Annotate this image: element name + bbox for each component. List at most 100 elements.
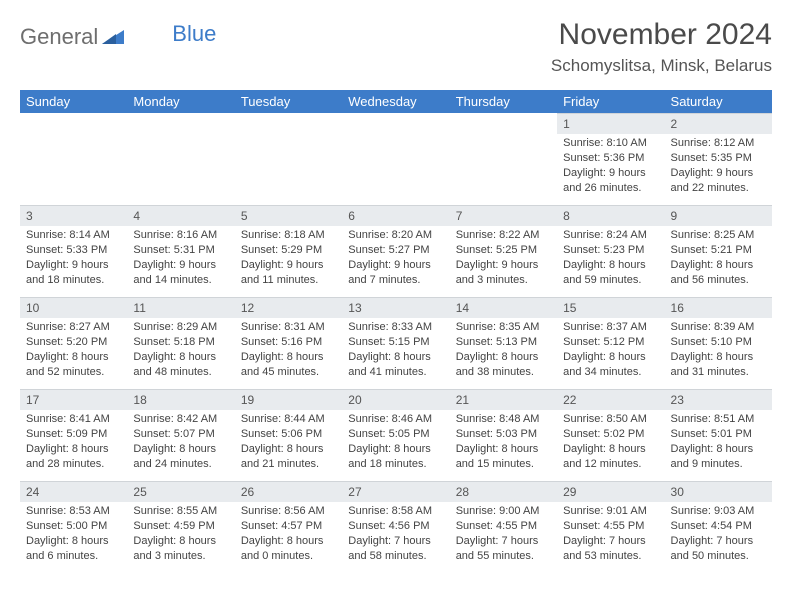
- day-details: Sunrise: 8:48 AMSunset: 5:03 PMDaylight:…: [450, 410, 557, 475]
- day-number: 10: [20, 297, 127, 318]
- day-details: Sunrise: 8:58 AMSunset: 4:56 PMDaylight:…: [342, 502, 449, 567]
- day-details: Sunrise: 8:25 AMSunset: 5:21 PMDaylight:…: [665, 226, 772, 291]
- sunrise-text: Sunrise: 8:50 AM: [563, 412, 658, 427]
- day-number: 20: [342, 389, 449, 410]
- calendar-day-cell: 14Sunrise: 8:35 AMSunset: 5:13 PMDayligh…: [450, 297, 557, 389]
- sunrise-text: Sunrise: 8:35 AM: [456, 320, 551, 335]
- sunrise-text: Sunrise: 9:00 AM: [456, 504, 551, 519]
- day-number: 11: [127, 297, 234, 318]
- sunrise-text: Sunrise: 8:42 AM: [133, 412, 228, 427]
- sunset-text: Sunset: 5:21 PM: [671, 243, 766, 258]
- day-number: 18: [127, 389, 234, 410]
- daylight-text: Daylight: 9 hours and 18 minutes.: [26, 258, 121, 288]
- calendar-day-cell: 1Sunrise: 8:10 AMSunset: 5:36 PMDaylight…: [557, 113, 664, 205]
- day-details: Sunrise: 8:12 AMSunset: 5:35 PMDaylight:…: [665, 134, 772, 199]
- day-details: Sunrise: 8:33 AMSunset: 5:15 PMDaylight:…: [342, 318, 449, 383]
- day-number: 23: [665, 389, 772, 410]
- sunset-text: Sunset: 5:29 PM: [241, 243, 336, 258]
- weekday-header: Friday: [557, 90, 664, 113]
- day-details: Sunrise: 9:03 AMSunset: 4:54 PMDaylight:…: [665, 502, 772, 567]
- sunrise-text: Sunrise: 8:56 AM: [241, 504, 336, 519]
- day-details: Sunrise: 8:55 AMSunset: 4:59 PMDaylight:…: [127, 502, 234, 567]
- day-number: 24: [20, 481, 127, 502]
- calendar-day-cell: 8Sunrise: 8:24 AMSunset: 5:23 PMDaylight…: [557, 205, 664, 297]
- calendar-day-cell: 20Sunrise: 8:46 AMSunset: 5:05 PMDayligh…: [342, 389, 449, 481]
- sunrise-text: Sunrise: 8:37 AM: [563, 320, 658, 335]
- daylight-text: Daylight: 8 hours and 28 minutes.: [26, 442, 121, 472]
- daylight-text: Daylight: 7 hours and 50 minutes.: [671, 534, 766, 564]
- day-number: 17: [20, 389, 127, 410]
- sunrise-text: Sunrise: 9:03 AM: [671, 504, 766, 519]
- daylight-text: Daylight: 8 hours and 59 minutes.: [563, 258, 658, 288]
- day-number: 26: [235, 481, 342, 502]
- daylight-text: Daylight: 9 hours and 26 minutes.: [563, 166, 658, 196]
- sunrise-text: Sunrise: 8:16 AM: [133, 228, 228, 243]
- daylight-text: Daylight: 8 hours and 18 minutes.: [348, 442, 443, 472]
- day-number: 12: [235, 297, 342, 318]
- sunset-text: Sunset: 5:35 PM: [671, 151, 766, 166]
- weekday-header: Wednesday: [342, 90, 449, 113]
- sunrise-text: Sunrise: 8:58 AM: [348, 504, 443, 519]
- sunset-text: Sunset: 5:00 PM: [26, 519, 121, 534]
- day-details: Sunrise: 8:46 AMSunset: 5:05 PMDaylight:…: [342, 410, 449, 475]
- day-number: 28: [450, 481, 557, 502]
- day-number: 21: [450, 389, 557, 410]
- day-number: 30: [665, 481, 772, 502]
- day-number: 5: [235, 205, 342, 226]
- sunrise-text: Sunrise: 8:46 AM: [348, 412, 443, 427]
- sunset-text: Sunset: 5:25 PM: [456, 243, 551, 258]
- sunrise-text: Sunrise: 8:25 AM: [671, 228, 766, 243]
- day-number: 6: [342, 205, 449, 226]
- sunrise-text: Sunrise: 8:39 AM: [671, 320, 766, 335]
- day-details: Sunrise: 8:20 AMSunset: 5:27 PMDaylight:…: [342, 226, 449, 291]
- calendar-day-cell: 6Sunrise: 8:20 AMSunset: 5:27 PMDaylight…: [342, 205, 449, 297]
- day-number: 22: [557, 389, 664, 410]
- daylight-text: Daylight: 8 hours and 45 minutes.: [241, 350, 336, 380]
- daylight-text: Daylight: 7 hours and 58 minutes.: [348, 534, 443, 564]
- sunset-text: Sunset: 5:09 PM: [26, 427, 121, 442]
- calendar-day-cell: 26Sunrise: 8:56 AMSunset: 4:57 PMDayligh…: [235, 481, 342, 573]
- calendar-day-cell: 28Sunrise: 9:00 AMSunset: 4:55 PMDayligh…: [450, 481, 557, 573]
- sunset-text: Sunset: 5:33 PM: [26, 243, 121, 258]
- day-details: Sunrise: 8:22 AMSunset: 5:25 PMDaylight:…: [450, 226, 557, 291]
- calendar-day-cell: 25Sunrise: 8:55 AMSunset: 4:59 PMDayligh…: [127, 481, 234, 573]
- day-details: Sunrise: 8:35 AMSunset: 5:13 PMDaylight:…: [450, 318, 557, 383]
- day-number: 4: [127, 205, 234, 226]
- day-number: 25: [127, 481, 234, 502]
- day-details: Sunrise: 8:53 AMSunset: 5:00 PMDaylight:…: [20, 502, 127, 567]
- day-number: 9: [665, 205, 772, 226]
- calendar-day-cell: [20, 113, 127, 205]
- daylight-text: Daylight: 7 hours and 55 minutes.: [456, 534, 551, 564]
- day-number: 14: [450, 297, 557, 318]
- calendar-day-cell: 23Sunrise: 8:51 AMSunset: 5:01 PMDayligh…: [665, 389, 772, 481]
- calendar-week-row: 3Sunrise: 8:14 AMSunset: 5:33 PMDaylight…: [20, 205, 772, 297]
- calendar-body: 1Sunrise: 8:10 AMSunset: 5:36 PMDaylight…: [20, 113, 772, 573]
- calendar-day-cell: 22Sunrise: 8:50 AMSunset: 5:02 PMDayligh…: [557, 389, 664, 481]
- calendar-day-cell: 19Sunrise: 8:44 AMSunset: 5:06 PMDayligh…: [235, 389, 342, 481]
- daylight-text: Daylight: 9 hours and 22 minutes.: [671, 166, 766, 196]
- daylight-text: Daylight: 9 hours and 7 minutes.: [348, 258, 443, 288]
- calendar-day-cell: 12Sunrise: 8:31 AMSunset: 5:16 PMDayligh…: [235, 297, 342, 389]
- daylight-text: Daylight: 9 hours and 14 minutes.: [133, 258, 228, 288]
- sunrise-text: Sunrise: 8:12 AM: [671, 136, 766, 151]
- weekday-header: Monday: [127, 90, 234, 113]
- sunset-text: Sunset: 5:07 PM: [133, 427, 228, 442]
- day-details: Sunrise: 8:18 AMSunset: 5:29 PMDaylight:…: [235, 226, 342, 291]
- daylight-text: Daylight: 8 hours and 0 minutes.: [241, 534, 336, 564]
- day-details: Sunrise: 8:51 AMSunset: 5:01 PMDaylight:…: [665, 410, 772, 475]
- calendar-day-cell: [342, 113, 449, 205]
- day-number: 13: [342, 297, 449, 318]
- daylight-text: Daylight: 8 hours and 41 minutes.: [348, 350, 443, 380]
- daylight-text: Daylight: 8 hours and 38 minutes.: [456, 350, 551, 380]
- daylight-text: Daylight: 8 hours and 56 minutes.: [671, 258, 766, 288]
- sunset-text: Sunset: 5:05 PM: [348, 427, 443, 442]
- daylight-text: Daylight: 8 hours and 9 minutes.: [671, 442, 766, 472]
- sunrise-text: Sunrise: 8:22 AM: [456, 228, 551, 243]
- weekday-header-row: SundayMondayTuesdayWednesdayThursdayFrid…: [20, 90, 772, 113]
- sunrise-text: Sunrise: 8:29 AM: [133, 320, 228, 335]
- calendar-day-cell: 4Sunrise: 8:16 AMSunset: 5:31 PMDaylight…: [127, 205, 234, 297]
- calendar-day-cell: 24Sunrise: 8:53 AMSunset: 5:00 PMDayligh…: [20, 481, 127, 573]
- sunset-text: Sunset: 5:23 PM: [563, 243, 658, 258]
- sunset-text: Sunset: 5:13 PM: [456, 335, 551, 350]
- calendar-day-cell: 7Sunrise: 8:22 AMSunset: 5:25 PMDaylight…: [450, 205, 557, 297]
